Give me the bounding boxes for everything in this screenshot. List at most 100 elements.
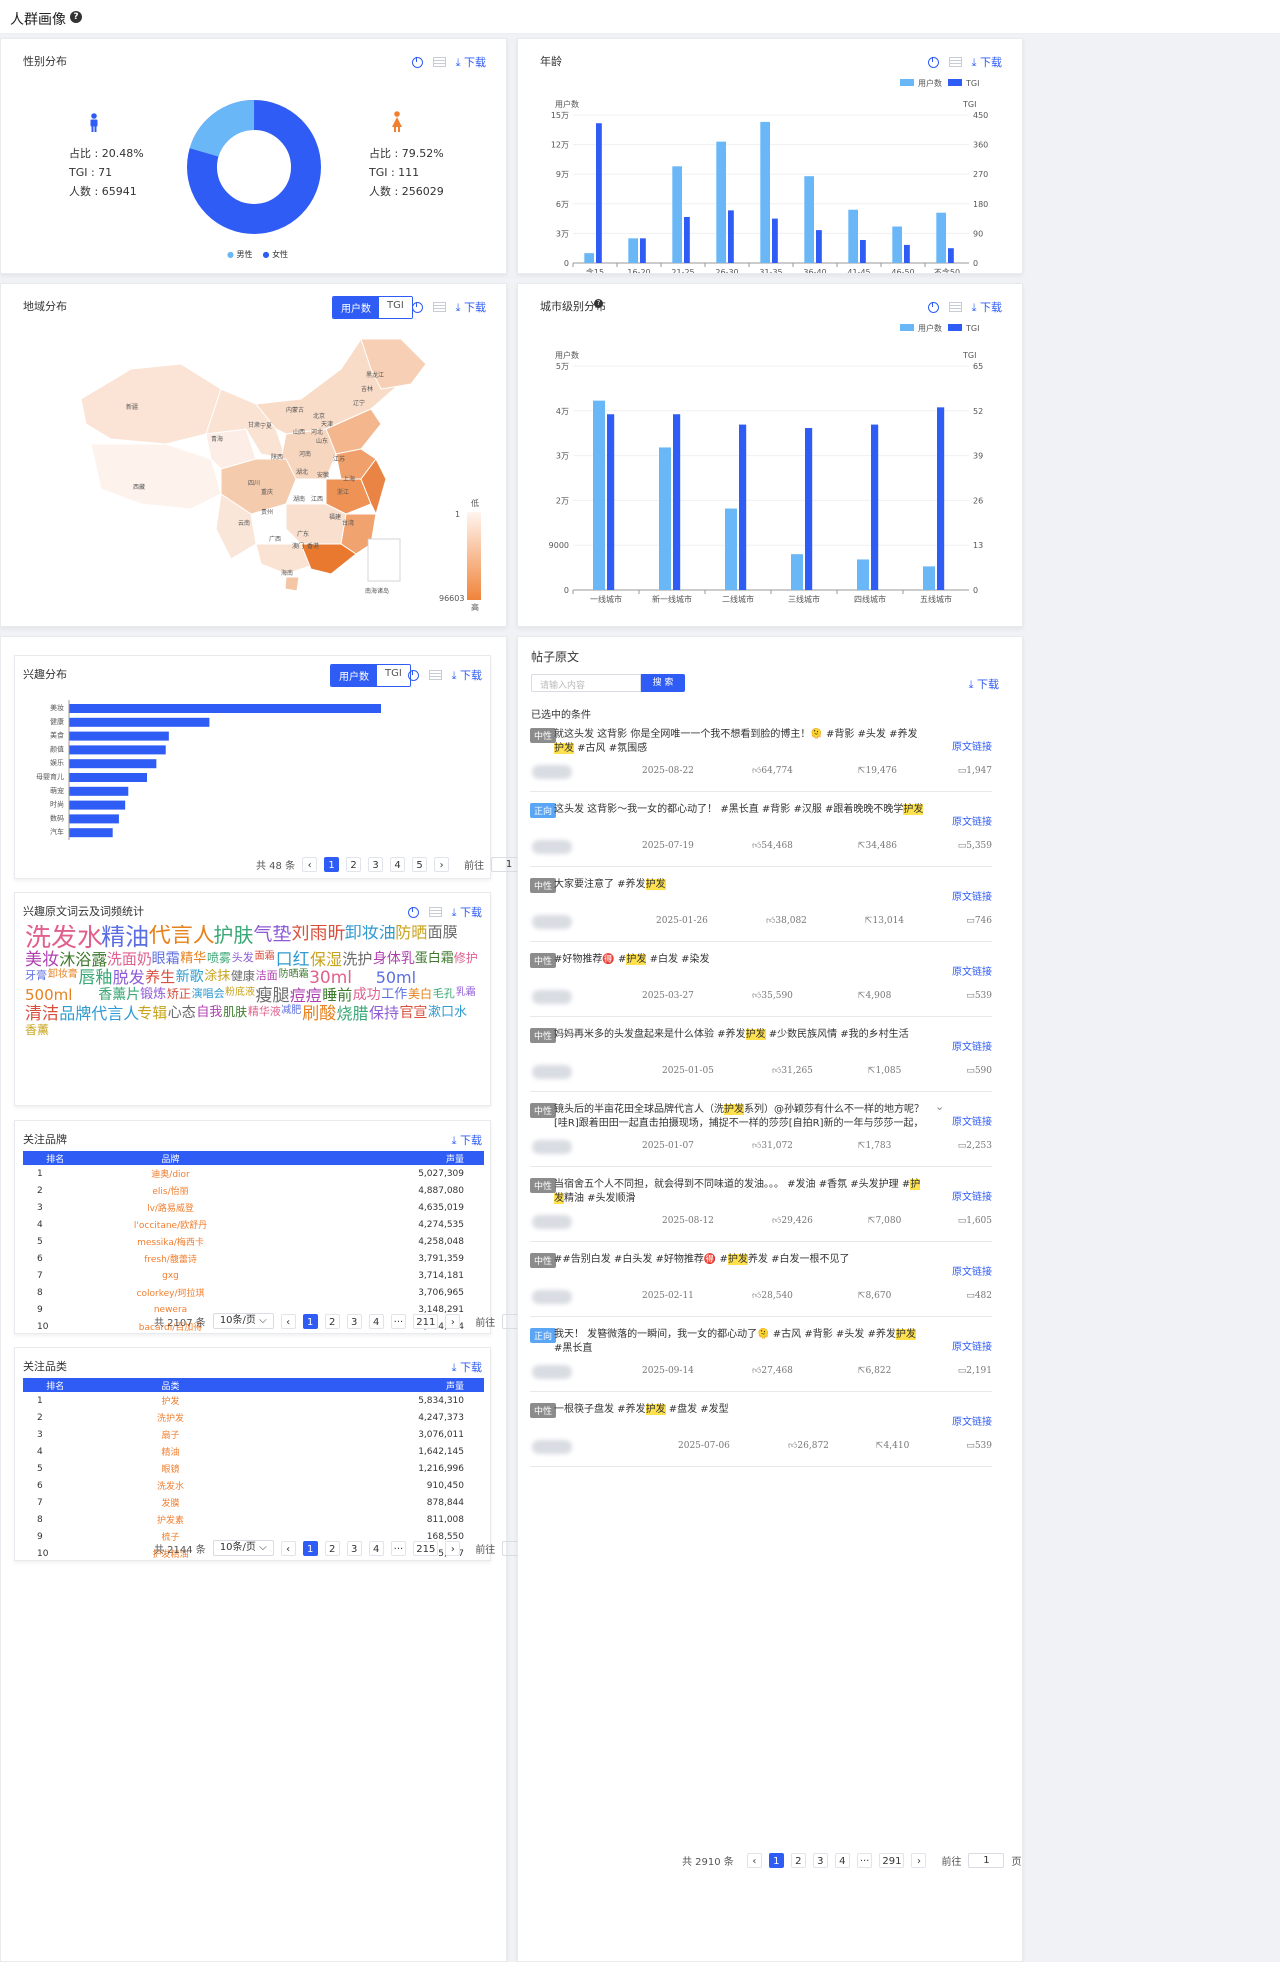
cloud-word[interactable]: 洗护: [342, 950, 373, 968]
table-cell[interactable]: lv/路易威登: [147, 1204, 194, 1214]
bar-users[interactable]: [628, 238, 638, 263]
table-cell[interactable]: 洗发水: [157, 1482, 185, 1492]
cloud-word[interactable]: 精华液: [247, 1005, 281, 1018]
table-cell[interactable]: 护发: [161, 1397, 180, 1407]
cloud-word[interactable]: 眼霜: [151, 951, 180, 967]
pie-chart-icon[interactable]: [927, 301, 939, 313]
pager-page[interactable]: 2: [324, 1313, 340, 1329]
bar-tgi[interactable]: [871, 424, 879, 590]
bar-users[interactable]: [848, 209, 858, 263]
cloud-word[interactable]: 专辑: [137, 1004, 168, 1022]
download-button[interactable]: ⤓ 下载: [451, 906, 482, 919]
region-yunnan[interactable]: [215, 493, 257, 560]
table-cell[interactable]: 护发精油: [152, 1550, 189, 1560]
bar-users[interactable]: [593, 400, 605, 590]
region-fujian[interactable]: [340, 513, 377, 555]
legend-male[interactable]: ● 男性: [227, 250, 253, 259]
pager-page[interactable]: 4: [834, 1853, 850, 1868]
cloud-word[interactable]: 锻炼: [140, 987, 167, 1002]
pager-page[interactable]: 2: [324, 1540, 340, 1556]
cloud-word[interactable]: 新歌: [175, 969, 204, 985]
table-icon[interactable]: [948, 57, 962, 67]
table-icon[interactable]: [948, 302, 962, 312]
table-icon[interactable]: [428, 907, 442, 917]
original-link[interactable]: 原文链接: [952, 1042, 992, 1053]
legend-tgi-swatch[interactable]: [948, 324, 962, 331]
post-text[interactable]: #好物推荐🉐 #护发 #白发 #染发: [554, 953, 924, 967]
cloud-word[interactable]: 自我: [196, 1005, 223, 1020]
cloud-word[interactable]: 护肤: [213, 925, 254, 947]
cloud-word[interactable]: 成功: [352, 987, 381, 1003]
pager-page[interactable]: 2: [346, 857, 362, 872]
bar-tgi[interactable]: [948, 248, 954, 263]
cloud-word[interactable]: 品牌代言人: [59, 1004, 140, 1023]
bar-tgi[interactable]: [673, 414, 681, 590]
cloud-word[interactable]: 烧腊: [336, 1004, 369, 1023]
cloud-word[interactable]: 演唱会: [191, 987, 225, 1000]
toggle-users[interactable]: 用户数: [331, 665, 377, 686]
pager-page[interactable]: 5: [412, 857, 428, 872]
pager-next[interactable]: ›: [434, 857, 450, 872]
post-text[interactable]: 镜头后的半亩花田全球品牌代言人（洗护发系列）@孙颖莎有什么不一样的地方呢？ [哇…: [554, 1103, 924, 1131]
cloud-word[interactable]: 修护: [453, 951, 478, 965]
cloud-word[interactable]: 防晒霜: [278, 969, 309, 980]
table-cell[interactable]: 眼镜: [161, 1465, 180, 1475]
pager-page[interactable]: 2: [790, 1853, 806, 1868]
table-icon[interactable]: [432, 302, 446, 312]
pager-ellipsis[interactable]: ···: [390, 1313, 407, 1329]
post-text[interactable]: 我天！ 发簪微落的一瞬间，我一女的都心动了🫠 #古风 #背影 #头发 #养发护发…: [554, 1328, 924, 1356]
download-button[interactable]: ⤓ 下载: [451, 1134, 482, 1147]
pager-size-select[interactable]: 10条/页 ⌵: [212, 1540, 274, 1556]
cloud-word[interactable]: 500ml: [25, 986, 73, 1004]
cloud-word[interactable]: 精华: [180, 951, 207, 966]
original-link[interactable]: 原文链接: [952, 817, 992, 828]
download-button[interactable]: ⤓ 下载: [455, 56, 486, 69]
toggle-tgi[interactable]: TGI: [379, 297, 412, 318]
pager-prev[interactable]: ‹: [746, 1853, 762, 1868]
pie-chart-icon[interactable]: [411, 301, 423, 313]
interest-bar[interactable]: [69, 814, 119, 824]
pager-next[interactable]: ›: [445, 1540, 461, 1556]
cloud-word[interactable]: 瘦腿: [255, 986, 290, 1006]
pie-chart-icon[interactable]: [927, 56, 939, 68]
download-button[interactable]: ⤓ 下载: [451, 669, 482, 682]
table-cell[interactable]: gxg: [162, 1270, 179, 1281]
pager-prev[interactable]: ‹: [280, 1313, 296, 1329]
post-text[interactable]: 大家要注意了 #养发护发: [554, 878, 924, 892]
cloud-word[interactable]: 卸妆油: [344, 925, 396, 943]
cloud-word[interactable]: 工作: [381, 987, 408, 1002]
bar-tgi[interactable]: [596, 123, 602, 263]
post-text[interactable]: 一根筷子盘发 #养发护发 #盘发 #发型: [554, 1403, 924, 1417]
cloud-word[interactable]: 洗发水: [25, 925, 104, 953]
pie-chart-icon[interactable]: [407, 906, 419, 918]
interest-bar[interactable]: [69, 717, 210, 727]
pager-page[interactable]: 1: [302, 1540, 318, 1556]
pager-ellipsis[interactable]: ···: [856, 1853, 873, 1868]
download-button[interactable]: ⤓ 下载: [971, 301, 1002, 314]
cloud-word[interactable]: 洁面: [255, 969, 278, 982]
bar-users[interactable]: [857, 559, 869, 590]
cloud-word[interactable]: 面霜: [254, 951, 275, 962]
cloud-word[interactable]: 保持: [368, 1004, 399, 1022]
post-text[interactable]: 就这头发 这背影 你是全网唯一一个我不想看到脸的博主！🫠 #背影 #头发 #养发…: [554, 728, 924, 756]
pager-page[interactable]: 215: [413, 1540, 439, 1556]
legend-female[interactable]: ● 女性: [262, 250, 289, 259]
cloud-word[interactable]: 沐浴露: [59, 950, 108, 969]
download-button[interactable]: ⤓ 下载: [968, 678, 999, 691]
bar-users[interactable]: [659, 447, 671, 590]
cloud-word[interactable]: 蛋白霜: [414, 951, 454, 966]
cloud-word[interactable]: 养生: [145, 968, 176, 986]
column-header[interactable]: 排名: [23, 1151, 88, 1165]
pager-page[interactable]: 4: [368, 1540, 384, 1556]
interest-bar[interactable]: [69, 828, 113, 838]
bar-users[interactable]: [923, 566, 935, 590]
bar-tgi[interactable]: [772, 218, 778, 263]
cloud-word[interactable]: 香薰片: [98, 987, 141, 1003]
pager-page[interactable]: 4: [368, 1313, 384, 1329]
cloud-word[interactable]: 口红: [275, 950, 310, 970]
bar-users[interactable]: [804, 176, 814, 263]
pager-next[interactable]: ›: [911, 1853, 927, 1868]
search-input[interactable]: 请输入内容: [531, 674, 641, 692]
original-link[interactable]: 原文链接: [952, 1117, 992, 1128]
pager-next[interactable]: ›: [445, 1313, 461, 1329]
